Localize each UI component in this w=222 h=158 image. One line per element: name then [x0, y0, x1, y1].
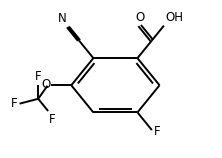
Text: F: F [35, 70, 42, 83]
Text: F: F [49, 113, 56, 126]
Text: F: F [154, 125, 160, 138]
Text: O: O [135, 11, 144, 24]
Text: O: O [41, 79, 50, 91]
Text: F: F [11, 97, 18, 110]
Text: N: N [58, 12, 67, 25]
Text: OH: OH [165, 11, 183, 24]
